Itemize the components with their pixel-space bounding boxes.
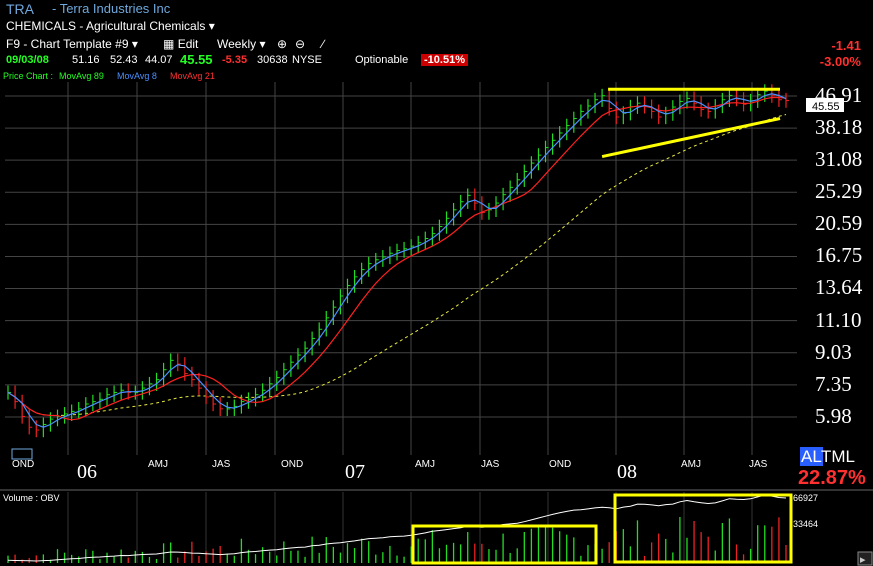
chevron-down-icon[interactable]: ▾ bbox=[259, 37, 266, 51]
legend-ma89: MovAvg 89 bbox=[59, 71, 104, 81]
ma8-line bbox=[7, 93, 787, 428]
period-selector[interactable]: Weekly ▾ bbox=[217, 37, 266, 51]
x-month-label: OND bbox=[281, 459, 304, 470]
edit-label: Edit bbox=[177, 37, 199, 51]
y-tick-label: 38.18 bbox=[815, 115, 863, 140]
chevron-down-icon[interactable]: ▾ bbox=[131, 37, 138, 51]
industry-selector[interactable]: CHEMICALS - Agricultural Chemicals ▾ bbox=[6, 19, 215, 33]
volume-panel bbox=[0, 489, 873, 565]
volume-panel-label: Volume : OBV bbox=[3, 493, 60, 503]
x-month-label: AMJ bbox=[415, 459, 435, 470]
tml-label: TML bbox=[821, 447, 855, 466]
zoom-out-icon[interactable]: ⊖ bbox=[295, 37, 306, 51]
quote-high: 52.43 bbox=[110, 54, 138, 66]
volume-tick-mid: 33464 bbox=[793, 519, 819, 529]
scroll-handle bbox=[857, 551, 873, 566]
edit-button[interactable]: ▦ Edit bbox=[163, 37, 198, 51]
y-tick-label: 7.35 bbox=[815, 371, 852, 396]
volume-tick-high: 66927 bbox=[793, 493, 819, 503]
y-tick-label: 9.03 bbox=[815, 339, 852, 364]
obv-line bbox=[7, 494, 787, 562]
price-bars bbox=[7, 84, 789, 438]
legend-price-chart: Price Chart : bbox=[3, 71, 54, 81]
zoom-in-icon[interactable]: ⊕ bbox=[277, 37, 288, 51]
optionable-label: Optionable bbox=[355, 54, 409, 66]
y-tick-label: 16.75 bbox=[815, 243, 863, 268]
percent-change-badge: -10.51% bbox=[421, 54, 468, 66]
x-month-label: JAS bbox=[749, 459, 768, 470]
selection-marker bbox=[11, 448, 33, 460]
legend-ma8: MovAvg 8 bbox=[117, 71, 157, 81]
quote-change: -5.35 bbox=[222, 54, 248, 66]
support-line bbox=[601, 117, 781, 159]
ma89-path bbox=[7, 114, 787, 417]
chart-template-label: F9 - Chart Template #9 bbox=[6, 37, 129, 51]
ma89-line bbox=[7, 114, 787, 417]
right-change: -1.41 bbox=[831, 38, 861, 53]
y-tick-label: 11.10 bbox=[815, 307, 862, 332]
draw-tool-icon[interactable]: ∕ bbox=[322, 37, 325, 51]
x-month-label: AMJ bbox=[148, 459, 168, 470]
period-label: Weekly bbox=[217, 37, 257, 51]
y-tick-label: 31.08 bbox=[815, 147, 863, 172]
y-tick-label: 20.59 bbox=[815, 211, 863, 236]
x-month-label: JAS bbox=[481, 459, 500, 470]
volume-highlight-box-1 bbox=[411, 524, 598, 565]
scroll-icon: ▸ bbox=[860, 554, 866, 566]
legend-ma21: MovAvg 21 bbox=[170, 71, 215, 81]
title-bar bbox=[0, 0, 873, 18]
x-month-label: OND bbox=[549, 459, 572, 470]
chevron-down-icon[interactable]: ▾ bbox=[208, 19, 215, 33]
x-year-label: 08 bbox=[617, 461, 637, 483]
y-tick-label: 46.91 bbox=[815, 83, 863, 107]
x-year-label: 06 bbox=[77, 461, 97, 483]
quote-date: 09/03/08 bbox=[6, 54, 49, 66]
volume-highlight-box-2 bbox=[613, 493, 793, 564]
trend-annotations bbox=[11, 87, 781, 460]
al-indicator[interactable]: AL bbox=[800, 447, 823, 467]
industry-label: CHEMICALS - Agricultural Chemicals bbox=[6, 19, 206, 33]
x-month-label: AMJ bbox=[681, 459, 701, 470]
ma8-path bbox=[7, 93, 787, 428]
right-percent-change: -3.00% bbox=[819, 54, 861, 69]
current-price-label: 45.55 bbox=[812, 101, 840, 113]
tml-percent: 22.87% bbox=[798, 467, 866, 489]
chart-template-selector[interactable]: F9 - Chart Template #9 ▾ bbox=[6, 37, 138, 51]
quote-low: 44.07 bbox=[145, 54, 173, 66]
al-label: AL bbox=[800, 447, 823, 466]
current-price-box bbox=[806, 98, 844, 112]
ticker-symbol[interactable]: TRA bbox=[6, 1, 34, 17]
y-tick-label: 5.98 bbox=[815, 404, 852, 428]
x-year-label: 07 bbox=[345, 461, 365, 483]
x-month-label: OND bbox=[12, 459, 35, 470]
quote-open: 51.16 bbox=[72, 54, 100, 66]
edit-icon: ▦ bbox=[163, 37, 175, 51]
y-tick-label: 13.64 bbox=[815, 275, 863, 300]
y-tick-label: 25.29 bbox=[815, 179, 863, 204]
company-name: - Terra Industries Inc bbox=[52, 1, 171, 16]
x-month-label: JAS bbox=[212, 459, 231, 470]
quote-exchange: NYSE bbox=[292, 54, 322, 66]
quote-volume: 30638 bbox=[257, 54, 288, 66]
quote-close: 45.55 bbox=[180, 52, 213, 67]
